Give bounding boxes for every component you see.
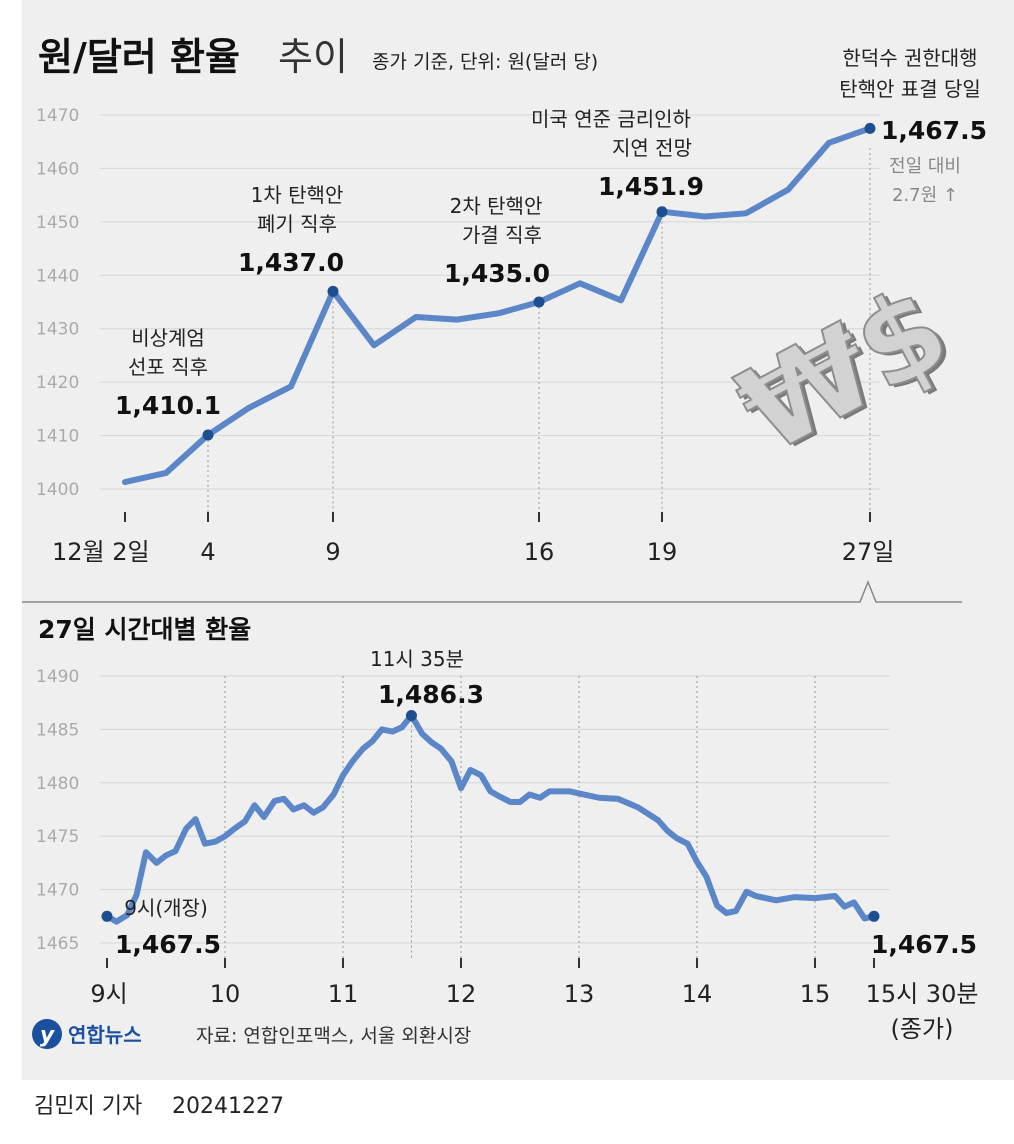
bottom-chart-markers [101,710,880,922]
annotation-value: 1,437.0 [238,248,344,277]
section-title: 27일 시간대별 환율 [38,615,251,644]
annotation-value: 1,467.5 [871,930,977,959]
annotation-label: 가결 직후 [462,223,542,247]
data-point-marker [101,910,113,922]
y-tick-label: 1480 [36,774,79,794]
top-chart-markers [202,122,876,441]
x-tick-label: 12 [446,980,477,1008]
annotation-label: 미국 연준 금리인하 [531,107,691,131]
annotation-label: 비상계엄 [131,326,205,350]
annotation-label: 선포 직후 [128,355,208,379]
y-tick-label: 1430 [36,320,79,340]
y-tick-label: 1460 [36,159,79,179]
annotation-label: 한덕수 권한대행 [842,46,977,70]
page-title: 원/달러 환율 [38,35,240,79]
bottom-chart-y-ticks: 1490 1485 1480 1475 1470 1465 [36,667,79,954]
yonhap-logo: y 연합뉴스 [32,1019,142,1049]
top-chart-x-ticks: 12월 2일 4 9 16 19 27일 [52,512,894,566]
y-tick-label: 1490 [36,667,79,687]
x-tick-label: 16 [524,538,555,566]
won-dollar-icon: ₩$ ₩$ [716,258,974,483]
change-note: 2.7원 ↑ [892,185,958,206]
x-tick-label: 9 [325,538,340,566]
annotation-value: 1,467.5 [881,116,987,145]
data-point-marker [202,429,214,441]
y-tick-label: 1475 [36,827,79,847]
x-tick-sublabel: (종가) [891,1015,954,1043]
x-tick-label: 27일 [842,538,895,566]
annotation-value: 1,435.0 [444,259,550,288]
y-tick-label: 1410 [36,427,79,447]
data-point-marker [327,285,339,297]
x-tick-label: 11 [328,980,359,1008]
source-text: 자료: 연합인포맥스, 서울 외환시장 [196,1025,471,1047]
x-tick-label: 19 [647,538,678,566]
annotation-label: 2차 탄핵안 [450,194,543,218]
annotation-label: 1차 탄핵안 [251,183,344,207]
annotation-label: 9시(개장) [124,896,208,920]
annotation-value: 1,451.9 [598,172,704,201]
x-tick-label: 10 [210,980,241,1008]
annotation-value: 1,486.3 [378,680,484,709]
bottom-annotations: 9시(개장) 1,467.5 11시 35분 1,486.3 1,467.5 [115,647,977,959]
top-chart-y-ticks: 1470 1460 1450 1440 1430 1420 1410 1400 [36,106,79,500]
x-tick-label: 13 [564,980,595,1008]
data-point-marker [656,206,668,218]
bottom-chart-guides [224,676,816,960]
data-point-marker [533,296,545,308]
annotation-label: 11시 35분 [370,647,464,671]
x-tick-label: 14 [682,980,713,1008]
data-point-marker [864,122,876,134]
page-subtitle: 종가 기준, 단위: 원(달러 당) [372,51,598,73]
y-tick-label: 1470 [36,106,79,126]
y-tick-label: 1400 [36,480,79,500]
top-chart-guides [207,148,871,520]
page-title-light: 추이 [278,35,348,79]
byline-date: 20241227 [172,1094,284,1119]
x-tick-label: 12월 2일 [52,538,150,566]
annotation-value: 1,410.1 [115,391,221,420]
svg-text:₩$: ₩$ [717,259,969,480]
top-annotations: 비상계엄 선포 직후 1,410.1 1차 탄핵안 폐기 직후 1,437.0 … [115,46,987,420]
annotation-label: 지연 전망 [612,136,692,160]
graphic-panel [22,0,1014,1080]
data-point-marker [405,710,417,722]
svg-text:y: y [40,1023,56,1048]
x-tick-label: 4 [200,538,215,566]
y-tick-label: 1470 [36,881,79,901]
y-tick-label: 1485 [36,720,79,740]
data-point-marker [868,910,880,922]
byline-author: 김민지 기자 [34,1094,142,1119]
x-tick-label: 15 [800,980,831,1008]
annotation-label: 폐기 직후 [257,212,337,236]
top-chart-series-line [122,125,873,486]
y-tick-label: 1450 [36,213,79,233]
y-tick-label: 1465 [36,934,79,954]
change-note: 전일 대비 [889,156,961,177]
annotation-value: 1,467.5 [115,930,221,959]
bottom-chart-series-line [104,712,877,925]
logo-text: 연합뉴스 [68,1023,142,1047]
annotation-label: 탄핵안 표결 당일 [839,77,981,101]
bottom-chart-x-ticks: 9시 10 11 12 13 14 15 15시 30분 [90,958,978,1008]
y-tick-label: 1440 [36,266,79,286]
section-separator [22,579,962,603]
top-chart-grid [100,114,880,490]
x-tick-label: 15시 30분 [866,980,979,1008]
bottom-chart-grid [100,675,890,944]
y-tick-label: 1420 [36,373,79,393]
x-tick-label: 9시 [90,980,127,1008]
